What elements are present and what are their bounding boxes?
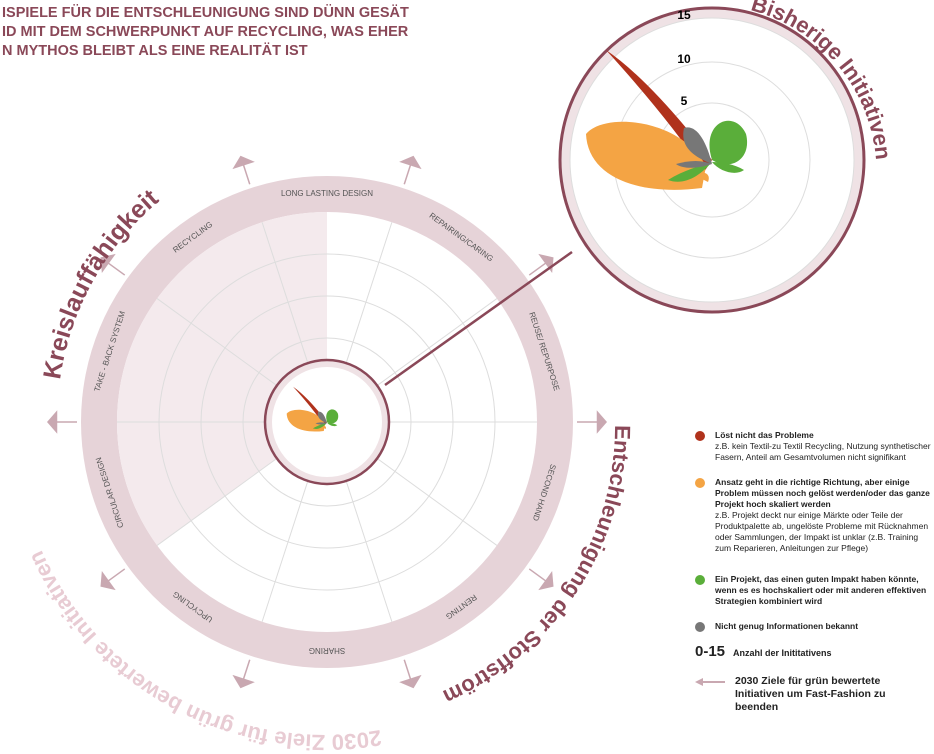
arrow-head	[399, 674, 422, 689]
legend-count: 0-15 Anzahl der Inititativens	[695, 643, 931, 660]
wheel: LONG LASTING DESIGNREPAIRING/CARINGREUSE…	[47, 155, 607, 689]
scale-label: 5	[681, 94, 688, 108]
arrow-head	[47, 410, 58, 434]
spoke	[345, 478, 393, 622]
zoom: 15 10 5	[558, 6, 866, 314]
title-line: ID MIT DEM SCHWERPUNKT AUF RECYCLING, WA…	[2, 24, 409, 40]
spoke	[345, 222, 393, 366]
title: ISPIELE FÜR DIE ENTSCHLEUNIGUNG SIND DÜN…	[2, 4, 409, 61]
legend-title: Ein Projekt, das einen guten Impakt habe…	[715, 574, 927, 606]
arrow-head	[100, 253, 116, 273]
spoke	[261, 222, 309, 366]
legend-text: z.B. kein Textil-zu Textil Recycling, Nu…	[715, 441, 931, 462]
connector	[384, 250, 573, 387]
spoke	[261, 478, 309, 622]
sector-label: LONG LASTING DESIGN	[281, 189, 373, 198]
legend-title: Nicht genug Informationen bekannt	[715, 621, 859, 631]
legend-item: Ansatz geht in die richtige Richtung, ab…	[695, 477, 931, 554]
spoke	[156, 298, 279, 388]
legend-item: Nicht genug Informationen bekannt	[695, 621, 931, 632]
legend-title: Ansatz geht in die richtige Richtung, ab…	[715, 477, 930, 509]
count-key: 0-15	[695, 643, 726, 660]
shaded-sector	[117, 212, 328, 546]
legend-text: z.B. Projekt deckt nur einige Märkte ode…	[715, 510, 929, 553]
title-line: N MYTHOS BLEIBT ALS EINE REALITÄT IST	[2, 43, 308, 59]
arrow-head	[399, 155, 422, 170]
scale-label: 15	[677, 8, 691, 22]
legend-title: Löst nicht das Probleme	[715, 430, 814, 440]
spoke	[156, 456, 279, 546]
goal-text: 2030 Ziele für grün bewertete Initiative…	[735, 675, 886, 713]
arrow-head	[232, 155, 255, 170]
spoke	[375, 298, 498, 388]
legend-goal: 2030 Ziele für grün bewertete Initiative…	[695, 675, 931, 714]
arrow-head	[538, 571, 554, 591]
spoke	[375, 456, 498, 546]
count-text: Anzahl der Inititativens	[733, 648, 832, 658]
arrow-head	[232, 674, 255, 689]
legend-item: Löst nicht das Probleme z.B. kein Textil-…	[695, 430, 931, 463]
scale-label: 10	[677, 52, 691, 66]
arrow-head	[100, 571, 116, 591]
arrow-head	[596, 410, 607, 434]
title-line: ISPIELE FÜR DIE ENTSCHLEUNIGUNG SIND DÜN…	[2, 5, 409, 21]
sector-label: SHARING	[309, 646, 345, 655]
legend-item: Ein Projekt, das einen guten Impakt habe…	[695, 574, 931, 607]
legend: Löst nicht das Probleme z.B. kein Textil-…	[695, 430, 931, 714]
